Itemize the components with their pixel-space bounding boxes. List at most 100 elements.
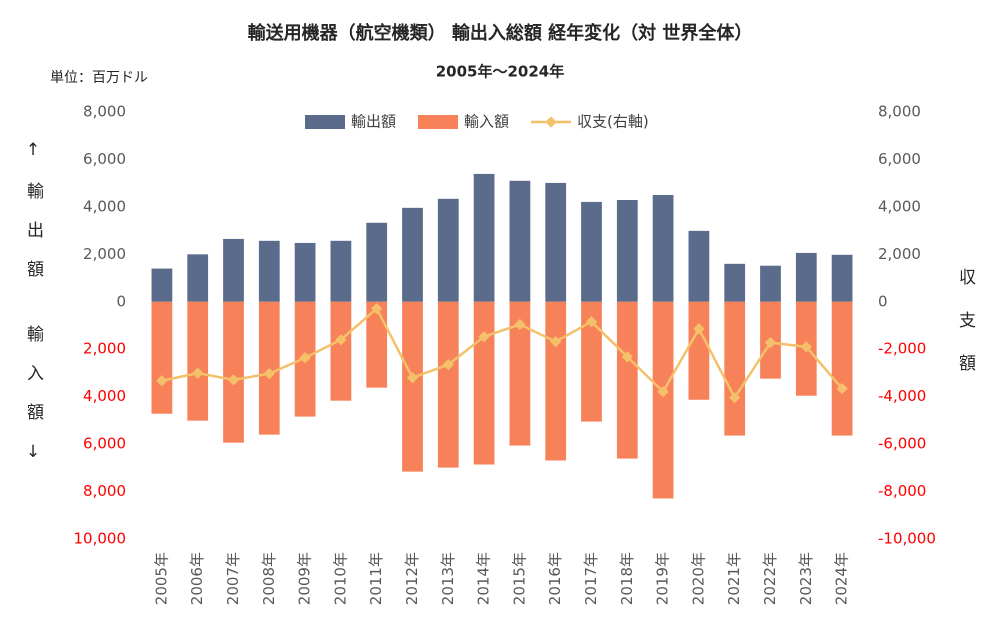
balance-marker — [764, 336, 777, 349]
balance-marker — [406, 372, 419, 384]
x-tick-label: 2021年 — [725, 552, 743, 605]
balance-marker — [442, 358, 454, 371]
y2-tick-label: 0 — [878, 292, 888, 310]
bar — [545, 182, 567, 302]
legend-label: 輸入額 — [464, 113, 509, 131]
y-axis-label: ↑輸出額 — [23, 140, 44, 299]
y2-tick-label: -4,000 — [878, 387, 926, 405]
balance-marker — [227, 374, 240, 386]
bar — [473, 173, 495, 302]
balance-marker — [156, 375, 168, 387]
y2-tick-label: 6,000 — [878, 150, 921, 168]
bar — [223, 238, 244, 302]
bar — [831, 301, 853, 436]
bar — [688, 230, 710, 302]
x-tick-label: 2016年 — [546, 552, 564, 605]
x-tick-label: 2020年 — [689, 552, 707, 605]
legend-swatch — [305, 115, 345, 129]
bar — [294, 242, 316, 302]
balance-marker — [621, 351, 633, 363]
legend-swatch — [418, 115, 459, 129]
bar — [258, 240, 280, 302]
legend-label: 収支(右軸) — [577, 113, 649, 131]
bar — [437, 301, 459, 468]
bar — [831, 254, 853, 302]
x-tick-label: 2013年 — [439, 552, 457, 605]
bar — [366, 301, 388, 388]
bar — [402, 301, 423, 472]
y-tick-label: 4,000 — [83, 197, 126, 215]
x-tick-label: 2010年 — [331, 552, 349, 605]
x-tick-label: 2015年 — [510, 552, 528, 605]
bar — [688, 301, 710, 400]
y-tick-label: 10,000 — [74, 530, 127, 548]
y-tick-label: 0 — [116, 292, 126, 310]
balance-marker — [192, 367, 204, 379]
y2-tick-label: 8,000 — [878, 103, 921, 121]
balance-marker — [836, 382, 848, 395]
x-tick-label: 2011年 — [367, 552, 385, 605]
unit-label: 単位：百万ドル — [50, 70, 148, 86]
y2-tick-label: -8,000 — [878, 482, 926, 500]
y-tick-label: 6,000 — [83, 150, 126, 168]
x-tick-label: 2017年 — [582, 552, 600, 605]
x-tick-label: 2019年 — [654, 552, 672, 605]
bar — [187, 301, 209, 421]
chart-title: 輸送用機器（航空機類） 輸出入総額 経年変化（対 世界全体） — [248, 22, 753, 44]
y-tick-label: 8,000 — [83, 103, 126, 121]
y-axis-label: 輸入額↓ — [23, 325, 44, 484]
balance-marker — [371, 303, 383, 315]
chart-subtitle: 2005年～2024年 — [436, 63, 565, 81]
y-tick-label: 8,000 — [83, 482, 126, 500]
bar — [473, 301, 495, 465]
y2-tick-label: -2,000 — [878, 340, 926, 358]
bar — [795, 252, 817, 302]
legend-swatch — [545, 116, 557, 128]
x-tick-label: 2012年 — [403, 552, 421, 605]
x-tick-label: 2007年 — [224, 552, 242, 605]
bar — [616, 301, 638, 459]
balance-marker — [657, 386, 669, 398]
x-tick-label: 2024年 — [833, 552, 851, 605]
balance-marker — [729, 391, 741, 404]
balance-line — [161, 306, 844, 401]
bar — [437, 198, 459, 302]
y2-tick-label: 2,000 — [878, 245, 921, 263]
balance-marker — [514, 318, 526, 331]
bar — [724, 301, 746, 436]
y2-tick-label: -6,000 — [878, 435, 926, 453]
balance-marker — [550, 335, 562, 348]
y2-axis-label: 収支額 — [955, 268, 976, 397]
balance-marker — [335, 334, 347, 346]
balance-marker — [693, 323, 705, 335]
y-tick-label: 6,000 — [83, 435, 126, 453]
y2-tick-label: -10,000 — [878, 530, 936, 548]
x-tick-label: 2006年 — [188, 552, 206, 605]
bar — [187, 254, 209, 302]
bar — [616, 200, 638, 302]
balance-marker — [299, 352, 311, 364]
y-tick-label: 2,000 — [83, 340, 126, 358]
bar — [223, 301, 244, 443]
x-tick-label: 2018年 — [618, 552, 636, 605]
bar — [151, 268, 173, 302]
legend-label: 輸出額 — [351, 113, 396, 131]
bar — [509, 301, 531, 446]
x-tick-label: 2014年 — [475, 552, 493, 605]
y2-tick-label: 4,000 — [878, 197, 921, 215]
bar — [760, 265, 781, 302]
bar — [509, 180, 531, 302]
bar — [330, 240, 352, 302]
x-tick-label: 2005年 — [152, 552, 170, 605]
y-tick-label: 2,000 — [83, 245, 126, 263]
bar — [724, 263, 746, 302]
y-tick-label: 4,000 — [83, 387, 126, 405]
balance-marker — [478, 330, 490, 343]
x-tick-label: 2023年 — [797, 552, 815, 605]
balance-marker — [585, 316, 598, 328]
balance-marker — [263, 367, 275, 380]
balance-marker — [800, 341, 812, 353]
x-tick-label: 2022年 — [761, 552, 779, 605]
bar — [151, 301, 173, 414]
